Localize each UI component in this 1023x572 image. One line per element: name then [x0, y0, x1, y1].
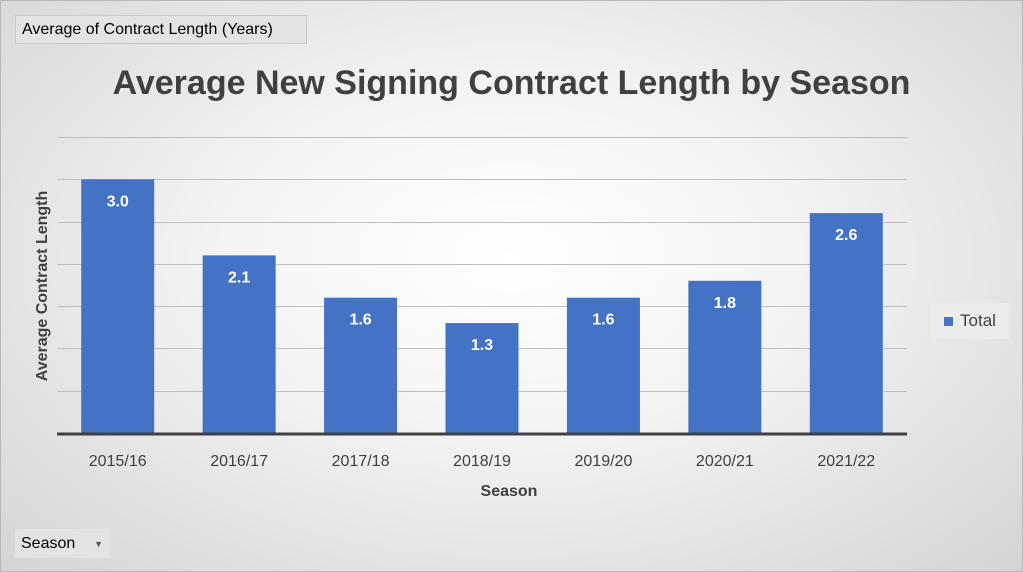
x-axis-title: Season	[481, 483, 538, 500]
category-label: 2019/20	[575, 453, 633, 470]
legend[interactable]: Total	[931, 303, 1009, 339]
category-label: 2016/17	[210, 453, 268, 470]
category-label: 2015/16	[89, 453, 147, 470]
data-label: 1.3	[471, 337, 493, 354]
chart-title: Average New Signing Contract Length by S…	[112, 64, 911, 102]
data-label: 1.6	[349, 312, 371, 329]
axis-field-label: Season	[21, 534, 76, 552]
bar	[566, 297, 640, 433]
data-label: 2.6	[835, 227, 857, 244]
bar	[202, 255, 276, 433]
axis-field-button[interactable]: Season ▼	[15, 529, 111, 558]
bar	[324, 297, 398, 433]
y-axis-title: Average Contract Length	[34, 191, 51, 382]
bar	[688, 280, 762, 433]
data-label: 1.8	[714, 295, 736, 312]
category-label: 2017/18	[332, 453, 390, 470]
bar	[445, 323, 519, 433]
data-label: 3.0	[107, 193, 129, 210]
bar	[81, 179, 155, 433]
value-field-button[interactable]: Average of Contract Length (Years)	[15, 15, 307, 44]
category-label: 2020/21	[696, 453, 754, 470]
legend-label: Total	[960, 311, 996, 330]
bar	[809, 213, 883, 433]
legend-swatch	[944, 316, 954, 326]
dropdown-arrow-icon: ▼	[94, 538, 103, 549]
data-label: 2.1	[228, 269, 250, 286]
category-label: 2021/22	[817, 453, 875, 470]
category-label: 2018/19	[453, 453, 511, 470]
data-label: 1.6	[592, 312, 614, 329]
